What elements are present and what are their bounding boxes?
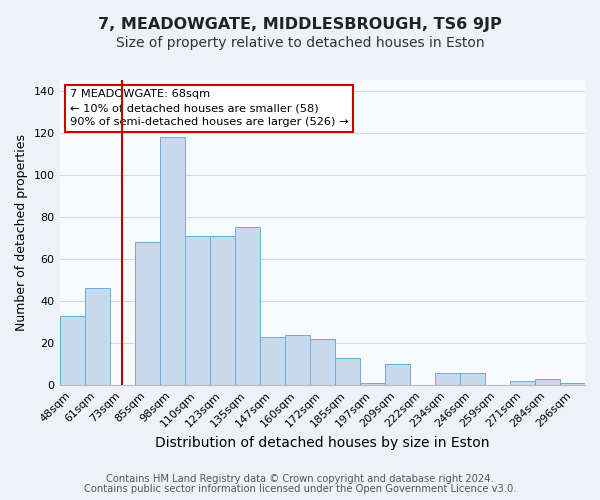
Bar	[160, 137, 185, 385]
Bar	[310, 339, 335, 385]
Text: 7 MEADOWGATE: 68sqm
← 10% of detached houses are smaller (58)
90% of semi-detach: 7 MEADOWGATE: 68sqm ← 10% of detached ho…	[70, 89, 349, 127]
Bar	[560, 383, 585, 385]
Text: Contains HM Land Registry data © Crown copyright and database right 2024.: Contains HM Land Registry data © Crown c…	[106, 474, 494, 484]
Bar	[385, 364, 410, 385]
Bar	[360, 383, 385, 385]
Bar	[134, 242, 160, 385]
Bar	[510, 381, 535, 385]
Bar	[535, 379, 560, 385]
X-axis label: Distribution of detached houses by size in Eston: Distribution of detached houses by size …	[155, 436, 490, 450]
Bar	[59, 316, 85, 385]
Y-axis label: Number of detached properties: Number of detached properties	[15, 134, 28, 331]
Text: 7, MEADOWGATE, MIDDLESBROUGH, TS6 9JP: 7, MEADOWGATE, MIDDLESBROUGH, TS6 9JP	[98, 18, 502, 32]
Bar	[460, 372, 485, 385]
Bar	[209, 236, 235, 385]
Bar	[260, 337, 285, 385]
Bar	[235, 228, 260, 385]
Text: Size of property relative to detached houses in Eston: Size of property relative to detached ho…	[116, 36, 484, 50]
Bar	[435, 372, 460, 385]
Bar	[335, 358, 360, 385]
Bar	[85, 288, 110, 385]
Bar	[185, 236, 209, 385]
Text: Contains public sector information licensed under the Open Government Licence v3: Contains public sector information licen…	[84, 484, 516, 494]
Bar	[285, 334, 310, 385]
